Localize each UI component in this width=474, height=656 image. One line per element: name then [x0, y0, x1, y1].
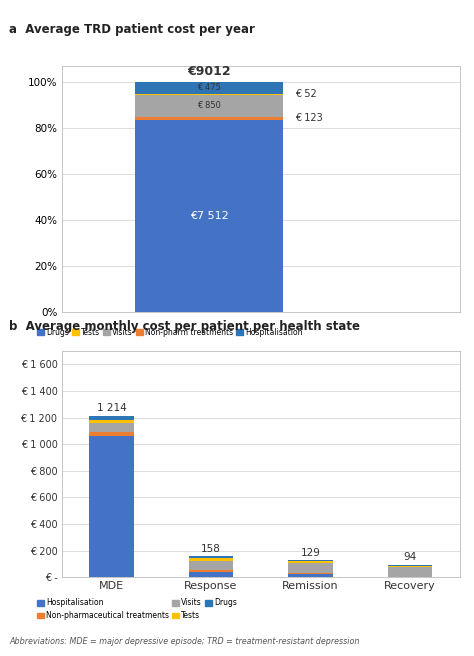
Bar [89, 423, 134, 432]
Bar [89, 416, 134, 420]
Text: 1 214: 1 214 [97, 403, 126, 413]
Bar [136, 117, 283, 120]
Bar [89, 432, 134, 436]
Text: b  Average monthly cost per patient per health state: b Average monthly cost per patient per h… [9, 320, 361, 333]
Text: € 850: € 850 [197, 102, 221, 110]
Bar [136, 94, 283, 95]
Text: 129: 129 [301, 548, 320, 558]
Bar [189, 556, 233, 558]
Bar [388, 565, 432, 566]
Text: 94: 94 [403, 552, 417, 562]
Bar [136, 95, 283, 117]
Bar [136, 120, 283, 312]
Text: €7 512: €7 512 [190, 211, 228, 221]
Text: €9012: €9012 [187, 65, 231, 78]
Bar [136, 82, 283, 94]
Bar [189, 560, 233, 569]
Bar [89, 436, 134, 577]
Bar [189, 558, 233, 560]
Bar [189, 569, 233, 572]
Legend: Hospitalisation, Non-pharmaceutical treatments, Visits, Tests, Drugs: Hospitalisation, Non-pharmaceutical trea… [34, 596, 240, 623]
Bar [288, 560, 333, 562]
Text: a  Average TRD patient cost per year: a Average TRD patient cost per year [9, 23, 255, 36]
Bar [89, 420, 134, 423]
Text: € 475: € 475 [197, 83, 221, 92]
Bar [388, 567, 432, 577]
Bar [288, 574, 333, 577]
Text: € 52: € 52 [295, 89, 316, 100]
Bar [288, 573, 333, 574]
Bar [388, 566, 432, 567]
Legend: Drugs, Tests, Visits, Non-pharm treatments, Hospitalisation: Drugs, Tests, Visits, Non-pharm treatmen… [34, 325, 306, 340]
Text: Abbreviations: MDE = major depressive episode; TRD = treatment-resistant depress: Abbreviations: MDE = major depressive ep… [9, 637, 360, 646]
Bar [288, 562, 333, 563]
Bar [288, 563, 333, 573]
Text: 158: 158 [201, 544, 221, 554]
Bar [189, 572, 233, 577]
Text: € 123: € 123 [295, 113, 322, 123]
